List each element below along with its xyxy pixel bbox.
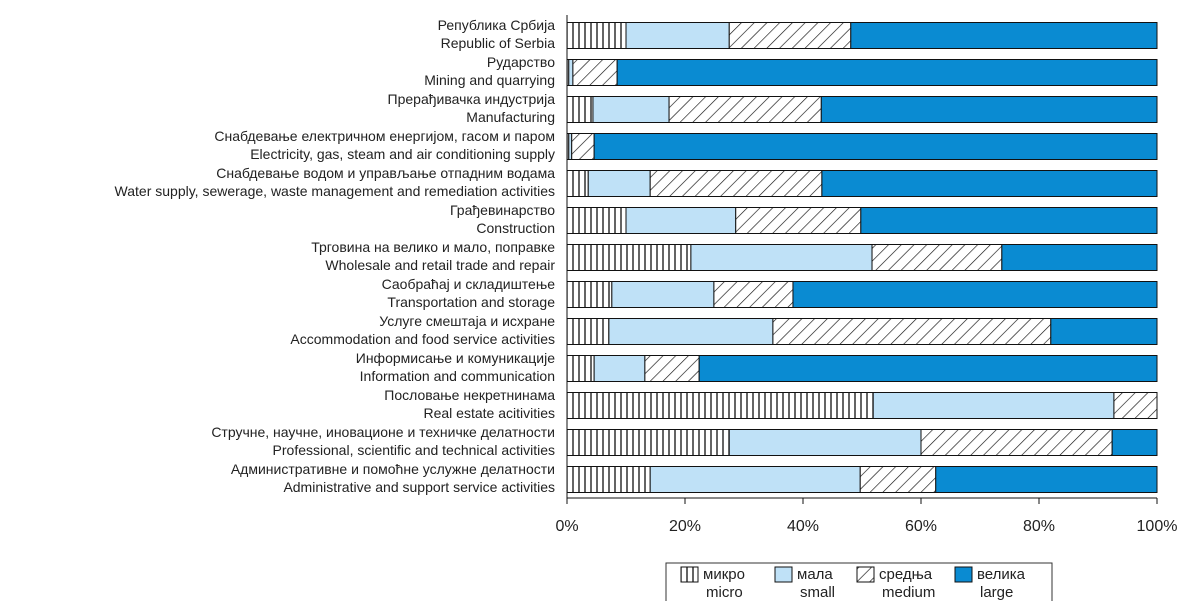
x-tick-label: 40% — [787, 518, 819, 535]
category-label: Република Србија — [438, 17, 556, 33]
category-label: Information and communication — [360, 368, 555, 384]
x-tick-label: 20% — [669, 518, 701, 535]
bar-segment — [821, 170, 1158, 197]
category-label: Стручне, научне, иновационе и техничке д… — [211, 424, 555, 440]
bar-segment — [792, 281, 1158, 308]
bar-segment — [625, 207, 737, 234]
legend-swatch — [856, 566, 875, 583]
bar-segment — [566, 355, 595, 382]
bar-segment — [1001, 244, 1158, 271]
legend-label: micro — [706, 584, 743, 601]
category-label: Electricity, gas, steam and air conditio… — [250, 146, 555, 162]
category-label: Пословање некретнинама — [384, 387, 555, 403]
bar-segment — [698, 355, 1158, 382]
category-label: Трговина на велико и мало, поправке — [311, 239, 555, 255]
bar-segment — [935, 466, 1158, 493]
bar-segment — [566, 22, 627, 49]
bar-segment — [728, 429, 922, 456]
category-label: Wholesale and retail trade and repair — [325, 257, 555, 273]
bar-segment — [772, 318, 1052, 345]
bar-segment — [611, 281, 715, 308]
bar-segment — [649, 466, 861, 493]
bar-segment — [566, 281, 613, 308]
bar-segment — [593, 133, 1158, 160]
legend-label: средња — [879, 566, 933, 583]
bar-segment — [872, 392, 1115, 419]
bar-segment — [566, 466, 651, 493]
legend-swatch — [954, 566, 973, 583]
bar-segment — [568, 59, 574, 86]
bar-segment — [728, 22, 852, 49]
category-label: Снабдевање електричном енергијом, гасом … — [214, 128, 555, 144]
legend-swatch — [680, 566, 699, 583]
bar-segment — [625, 22, 730, 49]
bar-segment — [616, 59, 1158, 86]
bar-segment — [860, 207, 1158, 234]
bar-segment — [644, 355, 700, 382]
category-label: Republic of Serbia — [441, 35, 556, 51]
bar-segment — [920, 429, 1113, 456]
category-label: Саобраћај и складиштење — [382, 276, 556, 292]
bar-segment — [871, 244, 1003, 271]
category-label: Mining and quarrying — [424, 72, 555, 88]
category-label: Transportation and storage — [387, 294, 555, 310]
bar-segment — [571, 133, 595, 160]
bar-segment — [566, 392, 874, 419]
bar-segment — [690, 244, 873, 271]
category-label: Professional, scientific and technical a… — [273, 442, 555, 458]
x-tick-label: 100% — [1137, 518, 1178, 535]
bar-segment — [1113, 392, 1158, 419]
bar-segment — [566, 244, 692, 271]
category-label: Прерађивачка индустрија — [388, 91, 556, 107]
category-label: Construction — [476, 220, 555, 236]
bar-segment — [592, 96, 670, 123]
legend-label: мала — [797, 566, 833, 583]
category-label: Administrative and support service activ… — [283, 479, 555, 495]
legend-label: large — [980, 584, 1013, 601]
bar-segment — [850, 22, 1158, 49]
bar-segment — [608, 318, 774, 345]
legend-label: велика — [977, 566, 1026, 583]
bar-segment — [566, 207, 627, 234]
bar-segment — [566, 96, 594, 123]
legend-label: микро — [703, 566, 745, 583]
category-label: Accommodation and food service activitie… — [290, 331, 555, 347]
bar-segment — [1111, 429, 1158, 456]
category-label: Грађевинарство — [450, 202, 555, 218]
bar-segment — [820, 96, 1158, 123]
x-tick-label: 60% — [905, 518, 937, 535]
x-tick-label: 80% — [1023, 518, 1055, 535]
bar-segment — [587, 170, 651, 197]
bar-segment — [668, 96, 822, 123]
category-label: Снабдевање водом и управљање отпадним во… — [216, 165, 555, 181]
legend-swatch — [774, 566, 793, 583]
bar-segment — [566, 429, 730, 456]
bar-segment — [713, 281, 794, 308]
legend-label: medium — [882, 584, 935, 601]
bar-segment — [859, 466, 937, 493]
bar-segment — [593, 355, 646, 382]
category-label: Информисање и комуникације — [356, 350, 555, 366]
bar-segment — [735, 207, 862, 234]
bar-segment — [566, 318, 610, 345]
category-label: Real estate acitivities — [423, 405, 555, 421]
bar-segment — [649, 170, 823, 197]
bar-segment — [566, 170, 589, 197]
category-label: Рударство — [487, 54, 555, 70]
legend-label: small — [800, 584, 835, 601]
bar-segment — [572, 59, 618, 86]
category-label: Административне и помоћне услужне делатн… — [231, 461, 555, 477]
x-tick-label: 0% — [555, 518, 578, 535]
bar-segment — [1050, 318, 1158, 345]
category-label: Water supply, sewerage, waste management… — [115, 183, 555, 199]
category-label: Услуге смештаја и исхране — [379, 313, 555, 329]
category-label: Manufacturing — [466, 109, 555, 125]
